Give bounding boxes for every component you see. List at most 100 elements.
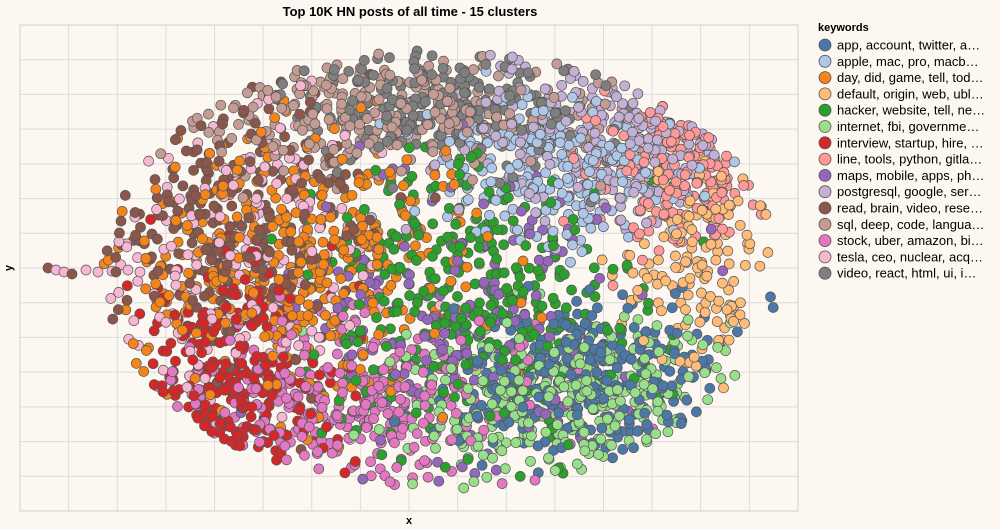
- data-point: [317, 236, 329, 248]
- data-point: [432, 456, 443, 468]
- legend-label: maps, mobile, apps, ph…: [837, 168, 984, 183]
- data-point: [716, 187, 728, 198]
- data-point: [476, 400, 487, 411]
- data-point: [259, 161, 271, 173]
- data-point: [592, 302, 603, 314]
- data-point: [298, 65, 310, 77]
- data-point: [353, 177, 365, 189]
- data-point: [336, 153, 348, 165]
- data-point: [170, 355, 181, 367]
- data-point: [553, 178, 564, 189]
- data-point: [467, 174, 478, 186]
- data-point: [177, 180, 189, 192]
- data-point: [187, 354, 199, 366]
- data-point: [572, 181, 584, 193]
- data-point: [478, 276, 490, 288]
- data-point: [525, 155, 537, 167]
- data-point: [640, 368, 652, 380]
- data-point: [671, 327, 683, 339]
- data-point: [581, 375, 592, 387]
- data-point: [350, 375, 362, 386]
- data-point: [481, 471, 493, 483]
- data-point: [409, 63, 420, 75]
- data-point: [523, 417, 534, 429]
- data-point: [465, 435, 477, 447]
- data-point: [235, 394, 247, 406]
- data-point: [373, 141, 385, 153]
- data-point: [429, 106, 441, 118]
- data-point: [487, 452, 498, 464]
- data-point: [528, 329, 540, 340]
- data-point: [412, 297, 423, 309]
- data-point: [732, 326, 743, 338]
- data-point: [332, 302, 344, 314]
- data-point: [280, 336, 292, 348]
- data-point: [199, 420, 210, 432]
- data-point: [710, 203, 722, 215]
- data-point: [285, 226, 297, 238]
- data-point: [765, 291, 776, 303]
- data-point: [670, 176, 682, 188]
- data-point: [458, 482, 470, 494]
- data-point: [593, 449, 604, 460]
- data-point: [422, 119, 434, 130]
- data-point: [169, 161, 181, 173]
- data-point: [624, 138, 636, 150]
- data-point: [230, 313, 242, 325]
- data-point: [293, 340, 304, 351]
- data-point: [664, 366, 676, 377]
- data-point: [565, 369, 577, 380]
- data-point: [250, 383, 262, 394]
- data-point: [585, 222, 597, 234]
- data-point: [556, 187, 568, 199]
- data-point: [313, 463, 325, 475]
- data-point: [658, 231, 670, 243]
- data-point: [405, 195, 416, 207]
- data-point: [276, 315, 288, 327]
- data-point: [729, 370, 741, 381]
- data-point: [632, 88, 644, 100]
- data-point: [395, 98, 407, 109]
- data-point: [675, 418, 687, 429]
- data-point: [602, 324, 613, 336]
- data-point: [121, 280, 133, 292]
- data-point: [642, 198, 654, 209]
- data-point: [705, 223, 717, 235]
- data-point: [321, 421, 332, 433]
- data-point: [332, 439, 343, 451]
- data-point: [623, 231, 634, 243]
- data-point: [615, 395, 626, 407]
- data-point: [496, 478, 508, 489]
- data-point: [300, 381, 312, 392]
- data-point: [498, 267, 510, 279]
- data-point: [679, 180, 691, 192]
- data-point: [498, 407, 510, 419]
- data-point: [641, 419, 653, 430]
- data-point: [429, 169, 441, 181]
- data-point: [452, 255, 463, 267]
- data-point: [314, 369, 325, 381]
- data-point: [233, 119, 244, 130]
- data-point: [506, 386, 517, 397]
- data-point: [254, 436, 265, 448]
- data-point: [279, 440, 291, 452]
- data-point: [628, 322, 640, 333]
- data-point: [203, 127, 215, 138]
- data-point: [316, 402, 328, 413]
- data-point: [295, 80, 306, 92]
- data-point: [492, 224, 503, 236]
- data-point: [306, 325, 318, 337]
- data-point: [482, 231, 494, 242]
- data-point: [297, 124, 308, 136]
- data-point: [152, 265, 164, 277]
- data-point: [174, 193, 185, 205]
- data-point: [561, 228, 573, 240]
- data-point: [253, 174, 264, 186]
- data-point: [656, 305, 667, 317]
- legend-swatch: [818, 38, 832, 52]
- data-point: [234, 155, 245, 167]
- data-point: [623, 414, 635, 425]
- data-point: [624, 250, 636, 261]
- data-point: [410, 407, 422, 419]
